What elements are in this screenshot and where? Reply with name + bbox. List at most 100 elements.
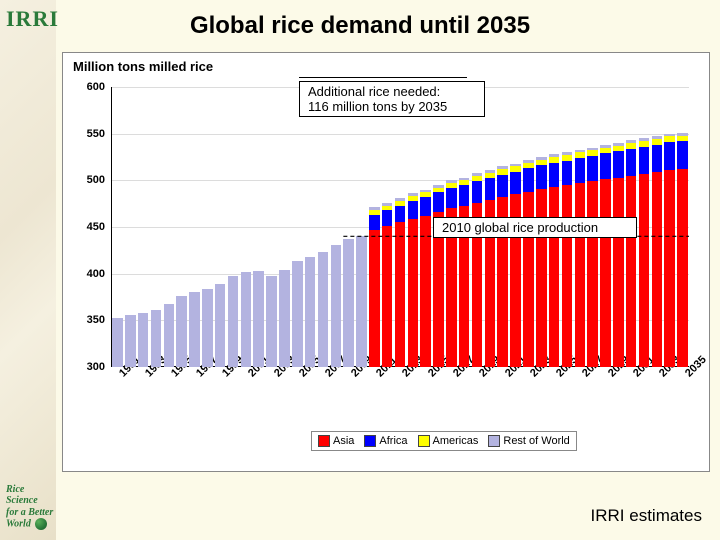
- bar-segment: [395, 206, 406, 223]
- bar-segment: [664, 170, 675, 367]
- bar-segment: [587, 181, 598, 367]
- annotation-box: 2010 global rice production: [433, 217, 637, 238]
- y-tick-label: 400: [87, 268, 105, 280]
- bar-segment: [279, 270, 290, 367]
- tagline-l1: Rice: [6, 484, 24, 495]
- bar-segment: [382, 226, 393, 367]
- bar-segment: [549, 154, 560, 157]
- bar-segment: [497, 169, 508, 175]
- bar-segment: [420, 192, 431, 197]
- legend: AsiaAfricaAmericasRest of World: [311, 431, 577, 451]
- bar-segment: [459, 178, 470, 181]
- annotation-box: Additional rice needed:116 million tons …: [299, 81, 485, 117]
- bar-segment: [613, 151, 624, 177]
- bar-segment: [523, 168, 534, 191]
- bar-segment: [549, 163, 560, 187]
- bar-segment: [420, 216, 431, 367]
- tagline-l4: World: [6, 518, 31, 529]
- bar-segment: [472, 181, 483, 202]
- bar-segment: [600, 148, 611, 154]
- bar-segment: [382, 206, 393, 211]
- footer-text: IRRI estimates: [591, 506, 702, 526]
- bar-segment: [600, 153, 611, 179]
- bar-segment: [485, 178, 496, 199]
- bar-segment: [305, 257, 316, 367]
- bar-segment: [639, 174, 650, 367]
- bar-segment: [575, 150, 586, 153]
- irri-tagline: Rice Science for a Better World: [6, 484, 53, 531]
- bar-segment: [459, 185, 470, 206]
- legend-swatch: [418, 435, 430, 447]
- sidebar-decorative: [0, 0, 56, 540]
- tagline-l2: Science: [6, 495, 38, 506]
- legend-swatch: [364, 435, 376, 447]
- bar-segment: [318, 252, 329, 367]
- bar-segment: [433, 192, 444, 212]
- bar-segment: [510, 164, 521, 167]
- bar-segment: [562, 161, 573, 185]
- bar-segment: [523, 160, 534, 163]
- bar-segment: [356, 236, 367, 367]
- y-tick-label: 600: [87, 81, 105, 93]
- bar-segment: [408, 193, 419, 196]
- bar-segment: [420, 190, 431, 193]
- bar-segment: [408, 201, 419, 219]
- bar-segment: [536, 189, 547, 367]
- bar-segment: [497, 175, 508, 197]
- bar-segment: [215, 284, 226, 367]
- y-tick-label: 350: [87, 314, 105, 326]
- bar-segment: [536, 160, 547, 166]
- bar-segment: [485, 173, 496, 179]
- y-tick-label: 500: [87, 174, 105, 186]
- tagline-l3: for a Better: [6, 507, 53, 518]
- bar-segment: [639, 138, 650, 141]
- bar-segment: [613, 146, 624, 152]
- bar-segment: [395, 201, 406, 206]
- bar-segment: [677, 136, 688, 142]
- bar-segment: [446, 188, 457, 209]
- bar-segment: [652, 136, 663, 139]
- bar-segment: [189, 292, 200, 367]
- bar-segment: [138, 313, 149, 367]
- bar-segment: [395, 198, 406, 201]
- bar-segment: [433, 188, 444, 193]
- bar-segment: [562, 152, 573, 155]
- bar-segment: [613, 178, 624, 367]
- bar-segment: [485, 170, 496, 173]
- bar-segment: [408, 196, 419, 201]
- legend-item: Asia: [318, 435, 354, 447]
- bar-segment: [575, 183, 586, 367]
- bar-segment: [549, 187, 560, 367]
- bar-segment: [497, 166, 508, 169]
- bar-segment: [510, 172, 521, 194]
- bar-segment: [420, 197, 431, 216]
- bar-segment: [510, 166, 521, 172]
- bar-segment: [202, 289, 213, 367]
- bar-segment: [369, 230, 380, 367]
- bar-segment: [664, 136, 675, 142]
- bar-segment: [613, 143, 624, 146]
- bar-segment: [652, 139, 663, 145]
- bar-segment: [562, 185, 573, 367]
- bar-segment: [652, 145, 663, 172]
- legend-label: Asia: [333, 435, 354, 447]
- bar-segment: [639, 141, 650, 147]
- bar-segment: [626, 149, 637, 176]
- chart-container: Million tons milled rice 300350400450500…: [62, 52, 710, 472]
- bar-segment: [369, 210, 380, 215]
- legend-item: Americas: [418, 435, 479, 447]
- legend-swatch: [488, 435, 500, 447]
- bar-segment: [536, 157, 547, 160]
- slide: IRRI Rice Science for a Better World Glo…: [0, 0, 720, 540]
- slide-title: Global rice demand until 2035: [0, 12, 720, 40]
- bar-segment: [472, 173, 483, 176]
- bar-segment: [523, 163, 534, 169]
- bar-segment: [472, 176, 483, 182]
- bar-segment: [677, 169, 688, 367]
- bar-segment: [677, 133, 688, 136]
- bar-segment: [253, 271, 264, 367]
- bar-segment: [382, 203, 393, 206]
- bar-segment: [587, 156, 598, 181]
- bar-segment: [151, 310, 162, 367]
- bar-segment: [292, 261, 303, 367]
